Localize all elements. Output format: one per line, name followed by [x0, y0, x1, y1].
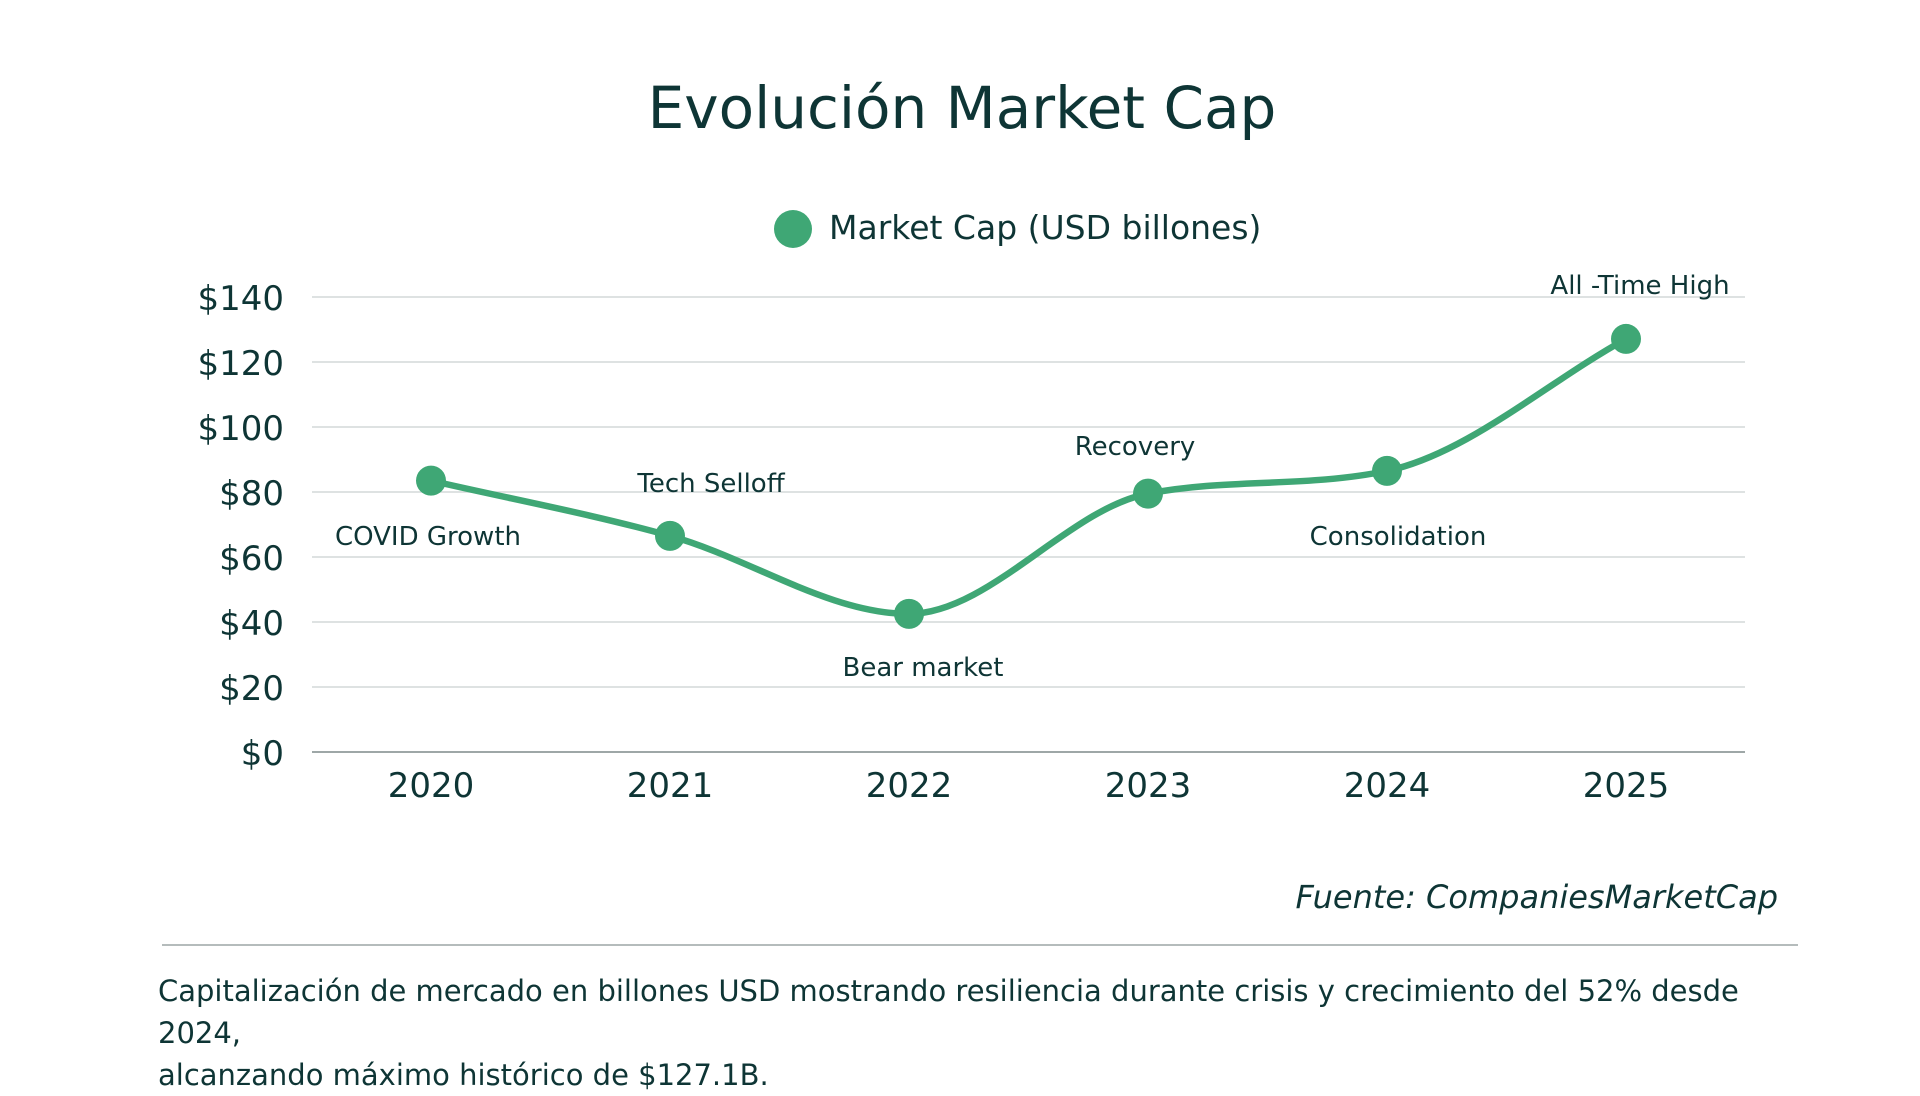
- x-tick-label: 2023: [1105, 766, 1192, 806]
- divider: [162, 944, 1798, 946]
- y-tick-label: $80: [219, 474, 284, 514]
- x-tick-label: 2022: [866, 766, 953, 806]
- y-tick-label: $120: [197, 344, 284, 384]
- source-note: Fuente: CompaniesMarketCap: [1295, 878, 1779, 916]
- chart-title: Evolución Market Cap: [648, 74, 1277, 142]
- annotations: COVID Growth Tech Selloff Bear market Recov…: [335, 271, 1730, 683]
- y-tick-label: $40: [219, 604, 284, 644]
- caption-line-2: alcanzando máximo histórico de $127.1B.: [158, 1058, 769, 1092]
- legend-label: Market Cap (USD billones): [829, 208, 1261, 247]
- x-tick-label: 2025: [1583, 766, 1670, 806]
- annotation-label: Recovery: [1075, 432, 1196, 462]
- annotation-label: All -Time High: [1550, 271, 1729, 301]
- y-tick-label: $20: [219, 669, 284, 709]
- data-point: [894, 598, 924, 629]
- x-tick-label: 2021: [627, 766, 714, 806]
- y-tick-label: $0: [241, 734, 284, 774]
- caption-line-1: Capitalización de mercado en billones US…: [158, 974, 1739, 1050]
- annotation-label: Consolidation: [1310, 522, 1487, 552]
- series-line-group: [427, 335, 1630, 618]
- annotation-label: Tech Selloff: [636, 469, 785, 499]
- series-line: [427, 335, 1630, 618]
- y-axis-ticks: $0 $20 $40 $60 $80 $100 $120 $140: [197, 279, 284, 774]
- legend-marker: [774, 210, 812, 248]
- annotation-label: Bear market: [843, 653, 1004, 683]
- data-point: [1133, 478, 1163, 509]
- caption: Capitalización de mercado en billones US…: [158, 970, 1818, 1096]
- legend: Market Cap (USD billones): [774, 208, 1261, 248]
- x-tick-label: 2024: [1344, 766, 1431, 806]
- data-point: [1372, 455, 1402, 486]
- data-point: [655, 520, 685, 551]
- gridlines: [312, 296, 1745, 753]
- y-tick-label: $60: [219, 539, 284, 579]
- y-tick-label: $140: [197, 279, 284, 319]
- data-points: [416, 323, 1641, 629]
- x-tick-label: 2020: [388, 766, 475, 806]
- data-point: [416, 465, 446, 496]
- data-point: [1611, 323, 1641, 354]
- annotation-label: COVID Growth: [335, 522, 521, 552]
- x-axis-ticks: 2020 2021 2022 2023 2024 2025: [388, 766, 1670, 806]
- y-tick-label: $100: [197, 409, 284, 449]
